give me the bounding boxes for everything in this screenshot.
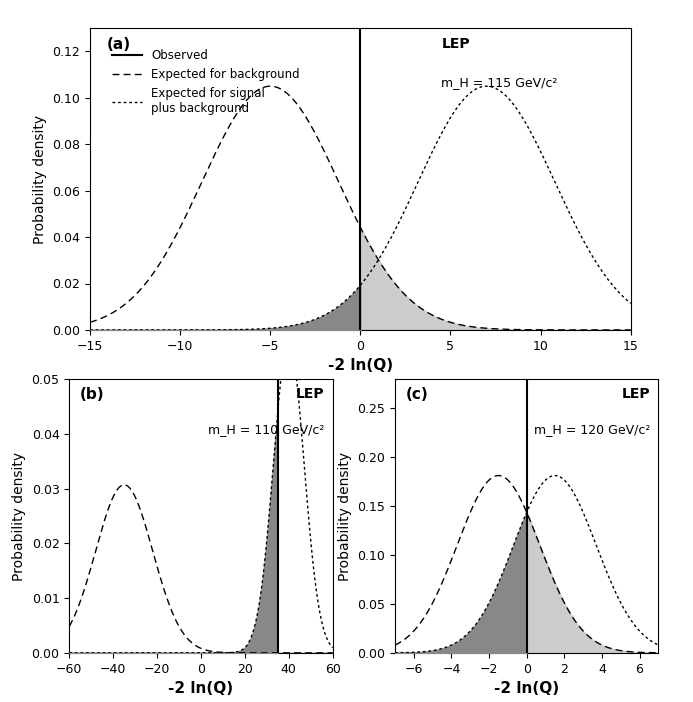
X-axis label: -2 ln(Q): -2 ln(Q) bbox=[328, 358, 393, 373]
X-axis label: -2 ln(Q): -2 ln(Q) bbox=[168, 681, 234, 696]
Text: m_H = 110 GeV/c²: m_H = 110 GeV/c² bbox=[209, 423, 325, 436]
Text: m_H = 120 GeV/c²: m_H = 120 GeV/c² bbox=[534, 423, 651, 436]
Text: LEP: LEP bbox=[296, 388, 325, 402]
Text: (b): (b) bbox=[80, 388, 105, 402]
Text: LEP: LEP bbox=[622, 388, 651, 402]
Legend: Observed, Expected for background, Expected for signal
plus background: Observed, Expected for background, Expec… bbox=[112, 49, 300, 115]
Text: (a): (a) bbox=[106, 37, 130, 52]
Text: (c): (c) bbox=[405, 388, 428, 402]
Y-axis label: Probability density: Probability density bbox=[33, 114, 47, 244]
Y-axis label: Probability density: Probability density bbox=[12, 451, 26, 581]
Text: m_H = 115 GeV/c²: m_H = 115 GeV/c² bbox=[441, 77, 558, 89]
Text: LEP: LEP bbox=[441, 37, 470, 51]
X-axis label: -2 ln(Q): -2 ln(Q) bbox=[494, 681, 559, 696]
Y-axis label: Probability density: Probability density bbox=[337, 451, 352, 581]
